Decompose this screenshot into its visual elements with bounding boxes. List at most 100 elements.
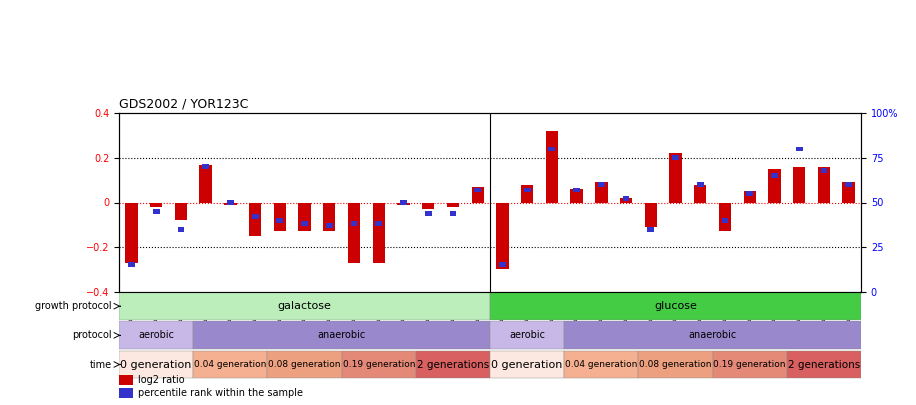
Text: glucose: glucose: [654, 301, 697, 311]
Bar: [672, 156, 679, 160]
Bar: [422, 202, 434, 209]
Bar: [200, 164, 212, 202]
Text: 0.04 generation: 0.04 generation: [565, 360, 638, 369]
Text: 0 generation: 0 generation: [121, 360, 191, 369]
Text: aerobic: aerobic: [138, 330, 174, 340]
Bar: [713, 350, 787, 379]
Bar: [193, 350, 267, 379]
Bar: [638, 350, 713, 379]
Bar: [227, 200, 234, 205]
Bar: [747, 191, 753, 196]
Bar: [490, 321, 564, 350]
Bar: [202, 164, 209, 169]
Bar: [150, 202, 162, 207]
Bar: [193, 321, 490, 350]
Bar: [274, 202, 286, 231]
Text: GDS2002 / YOR123C: GDS2002 / YOR123C: [119, 98, 248, 111]
Bar: [648, 227, 654, 232]
Bar: [376, 222, 382, 226]
Bar: [564, 321, 861, 350]
Bar: [564, 350, 638, 379]
Text: 0.19 generation: 0.19 generation: [714, 360, 786, 369]
Bar: [119, 375, 133, 386]
Bar: [119, 350, 193, 379]
Bar: [598, 182, 605, 187]
Text: growth protocol: growth protocol: [35, 301, 112, 311]
Text: 0.19 generation: 0.19 generation: [343, 360, 415, 369]
Text: 2 generations: 2 generations: [417, 360, 489, 369]
Text: anaerobic: anaerobic: [318, 330, 365, 340]
Bar: [416, 350, 490, 379]
Bar: [845, 182, 852, 187]
Bar: [521, 185, 533, 202]
Text: galactose: galactose: [278, 301, 332, 311]
Bar: [400, 200, 407, 205]
Bar: [301, 222, 308, 226]
Bar: [496, 202, 508, 269]
Bar: [769, 169, 780, 202]
Text: aerobic: aerobic: [509, 330, 545, 340]
Bar: [571, 189, 583, 202]
Bar: [843, 182, 855, 202]
Bar: [744, 192, 756, 202]
Bar: [351, 222, 357, 226]
Bar: [787, 350, 861, 379]
Bar: [175, 202, 187, 220]
Bar: [796, 147, 802, 151]
Bar: [719, 202, 731, 231]
Bar: [326, 223, 333, 228]
Bar: [793, 167, 805, 202]
Bar: [546, 131, 558, 202]
Bar: [670, 153, 682, 202]
Text: 0.04 generation: 0.04 generation: [194, 360, 267, 369]
Bar: [119, 388, 133, 398]
Bar: [128, 262, 135, 267]
Bar: [252, 214, 258, 219]
Bar: [450, 211, 456, 215]
Bar: [549, 147, 555, 151]
Bar: [125, 202, 137, 262]
Bar: [474, 188, 481, 192]
Text: percentile rank within the sample: percentile rank within the sample: [138, 388, 303, 398]
Bar: [224, 202, 236, 205]
Bar: [342, 350, 416, 379]
Text: log2 ratio: log2 ratio: [138, 375, 185, 386]
Bar: [623, 196, 629, 201]
Bar: [425, 211, 431, 215]
Bar: [821, 168, 827, 173]
Bar: [153, 209, 159, 214]
Bar: [620, 198, 632, 202]
Bar: [472, 187, 484, 202]
Bar: [490, 350, 564, 379]
Text: time: time: [90, 360, 112, 369]
Text: 0 generation: 0 generation: [492, 360, 562, 369]
Text: anaerobic: anaerobic: [689, 330, 736, 340]
Bar: [323, 202, 335, 231]
Text: 0.08 generation: 0.08 generation: [639, 360, 712, 369]
Bar: [694, 185, 706, 202]
Bar: [299, 202, 311, 231]
Bar: [447, 202, 459, 207]
Bar: [119, 292, 490, 320]
Bar: [722, 218, 728, 223]
Bar: [249, 202, 261, 236]
Bar: [178, 227, 184, 232]
Bar: [573, 188, 580, 192]
Bar: [490, 292, 861, 320]
Text: 2 generations: 2 generations: [788, 360, 860, 369]
Bar: [267, 350, 342, 379]
Bar: [697, 182, 703, 187]
Bar: [524, 188, 530, 192]
Bar: [499, 262, 506, 267]
Bar: [595, 182, 607, 202]
Bar: [645, 202, 657, 227]
Bar: [348, 202, 360, 262]
Bar: [398, 202, 409, 205]
Text: protocol: protocol: [72, 330, 112, 340]
Text: 0.08 generation: 0.08 generation: [268, 360, 341, 369]
Bar: [277, 218, 283, 223]
Bar: [771, 173, 778, 178]
Bar: [119, 321, 193, 350]
Bar: [818, 167, 830, 202]
Bar: [373, 202, 385, 262]
